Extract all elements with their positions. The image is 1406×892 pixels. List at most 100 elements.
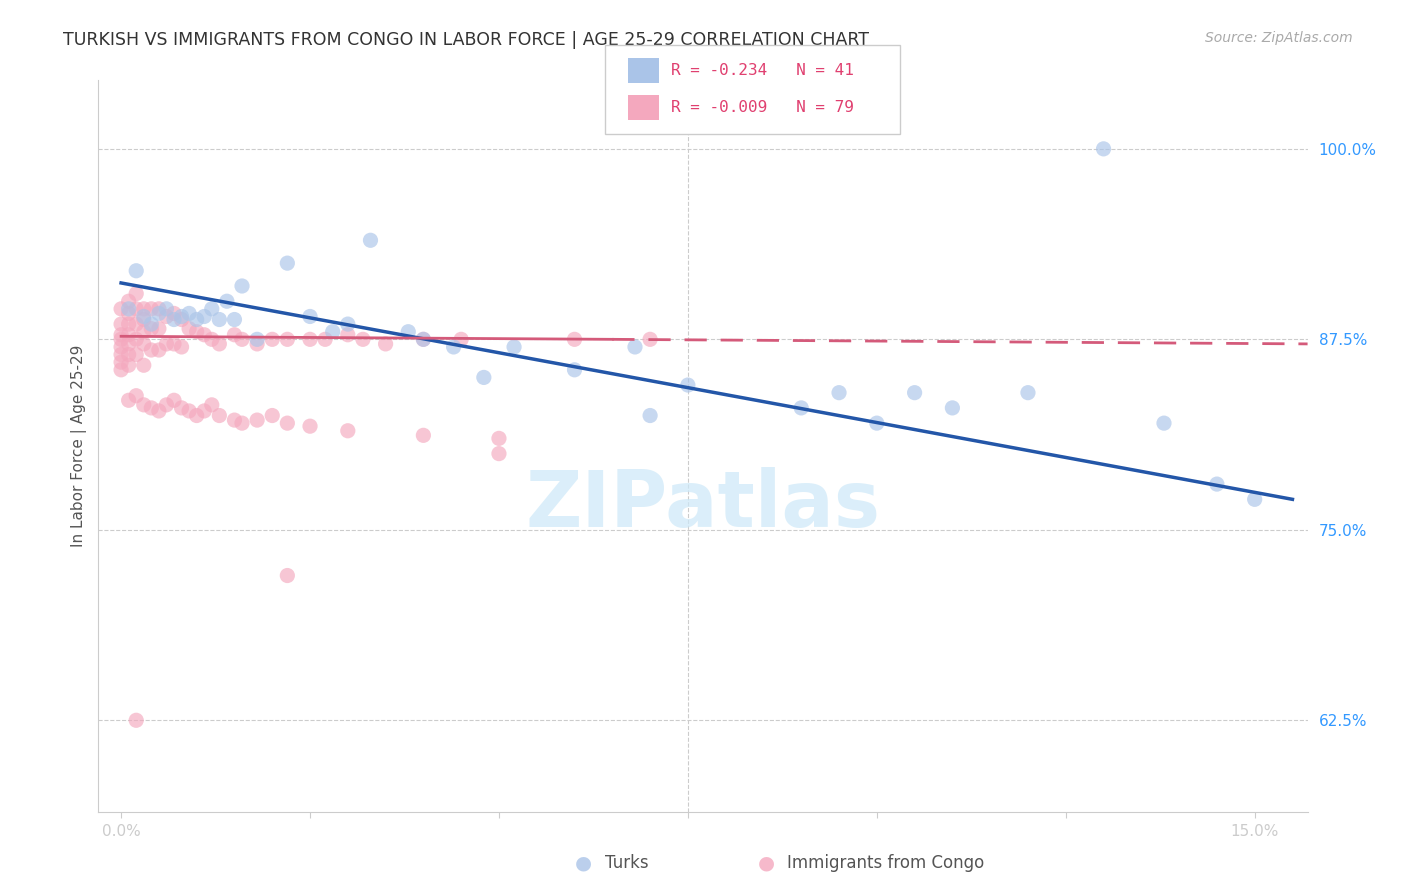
Point bbox=[155, 310, 177, 324]
Point bbox=[450, 332, 472, 346]
Point bbox=[186, 325, 208, 339]
Point bbox=[110, 317, 132, 331]
Point bbox=[412, 428, 434, 442]
Point bbox=[638, 332, 661, 346]
Point bbox=[322, 325, 344, 339]
Point bbox=[118, 337, 141, 351]
Point bbox=[201, 398, 224, 412]
Point bbox=[208, 409, 231, 423]
Point bbox=[208, 312, 231, 326]
Point bbox=[163, 393, 186, 408]
Point bbox=[262, 332, 284, 346]
Point bbox=[276, 332, 298, 346]
Point bbox=[215, 294, 238, 309]
Point bbox=[374, 337, 396, 351]
Point bbox=[179, 404, 201, 418]
Point bbox=[170, 401, 193, 415]
Text: TURKISH VS IMMIGRANTS FROM CONGO IN LABOR FORCE | AGE 25-29 CORRELATION CHART: TURKISH VS IMMIGRANTS FROM CONGO IN LABO… bbox=[63, 31, 869, 49]
Point bbox=[352, 332, 374, 346]
Point bbox=[193, 404, 215, 418]
Point bbox=[564, 363, 586, 377]
Text: R = -0.234   N = 41: R = -0.234 N = 41 bbox=[671, 63, 853, 78]
Point bbox=[110, 355, 132, 369]
Point bbox=[118, 347, 141, 361]
Point bbox=[276, 416, 298, 430]
Point bbox=[148, 306, 170, 320]
Text: Turks: Turks bbox=[605, 855, 648, 872]
Point bbox=[110, 332, 132, 346]
Point bbox=[314, 332, 336, 346]
Point bbox=[132, 358, 155, 372]
Point bbox=[503, 340, 526, 354]
Point bbox=[443, 340, 465, 354]
Point bbox=[638, 409, 661, 423]
Point bbox=[132, 312, 155, 326]
Point bbox=[118, 294, 141, 309]
Point bbox=[276, 568, 298, 582]
Point bbox=[201, 301, 224, 316]
Point bbox=[224, 327, 246, 342]
Point bbox=[1092, 142, 1115, 156]
Point bbox=[118, 317, 141, 331]
Point bbox=[125, 286, 148, 301]
Point bbox=[110, 327, 132, 342]
Point bbox=[336, 327, 359, 342]
Point bbox=[179, 321, 201, 335]
Point bbox=[224, 413, 246, 427]
Point bbox=[676, 378, 699, 392]
Point bbox=[132, 310, 155, 324]
Point bbox=[155, 337, 177, 351]
Point bbox=[118, 306, 141, 320]
Point bbox=[125, 389, 148, 403]
Point bbox=[148, 301, 170, 316]
Point bbox=[141, 301, 163, 316]
Point bbox=[125, 264, 148, 278]
Point bbox=[276, 256, 298, 270]
Point bbox=[231, 279, 253, 293]
Point bbox=[141, 343, 163, 357]
Point bbox=[141, 317, 163, 331]
Point bbox=[231, 332, 253, 346]
Point bbox=[472, 370, 495, 384]
Point bbox=[336, 317, 359, 331]
Point bbox=[148, 321, 170, 335]
Point bbox=[148, 404, 170, 418]
Point bbox=[125, 317, 148, 331]
Point bbox=[299, 419, 322, 434]
Point bbox=[132, 301, 155, 316]
Point bbox=[110, 347, 132, 361]
Point bbox=[488, 431, 510, 445]
Point bbox=[1243, 492, 1265, 507]
Point bbox=[299, 332, 322, 346]
Point bbox=[148, 343, 170, 357]
Point bbox=[246, 337, 269, 351]
Point bbox=[125, 347, 148, 361]
Point bbox=[110, 340, 132, 354]
Point bbox=[262, 409, 284, 423]
Point bbox=[208, 337, 231, 351]
Point bbox=[118, 301, 141, 316]
Point bbox=[132, 325, 155, 339]
Point bbox=[790, 401, 813, 415]
Text: ●: ● bbox=[758, 854, 775, 873]
Point bbox=[1153, 416, 1175, 430]
Text: ●: ● bbox=[575, 854, 592, 873]
Text: Source: ZipAtlas.com: Source: ZipAtlas.com bbox=[1205, 31, 1353, 45]
Point bbox=[624, 340, 647, 354]
Point bbox=[1017, 385, 1039, 400]
Point bbox=[141, 321, 163, 335]
Point bbox=[412, 332, 434, 346]
Point bbox=[299, 310, 322, 324]
Point bbox=[336, 424, 359, 438]
Point bbox=[360, 233, 382, 247]
Text: Immigrants from Congo: Immigrants from Congo bbox=[787, 855, 984, 872]
Point bbox=[396, 325, 419, 339]
Point bbox=[193, 310, 215, 324]
Point bbox=[201, 332, 224, 346]
Point bbox=[110, 301, 132, 316]
Point bbox=[163, 337, 186, 351]
Point bbox=[118, 393, 141, 408]
Text: R = -0.009   N = 79: R = -0.009 N = 79 bbox=[671, 100, 853, 115]
Point bbox=[125, 332, 148, 346]
Point bbox=[125, 713, 148, 727]
